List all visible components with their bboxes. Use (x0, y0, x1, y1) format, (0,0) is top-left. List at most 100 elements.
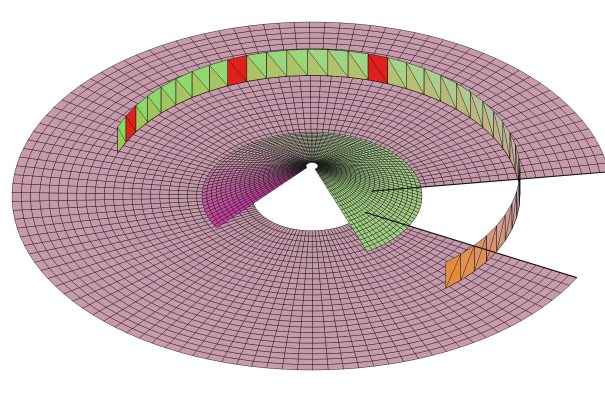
outer-grid-cell (133, 208, 145, 216)
outer-grid-cell (122, 198, 133, 206)
outer-grid-cell (319, 283, 330, 290)
outer-grid-cell (318, 267, 327, 274)
outer-grid-cell (312, 364, 329, 371)
outer-grid-cell (323, 37, 338, 45)
outer-grid-cell (312, 353, 328, 360)
outer-grid-cell (288, 113, 298, 120)
outer-grid-cell (298, 342, 313, 349)
outer-grid-cell (319, 86, 331, 93)
outer-grid-cell (320, 75, 332, 82)
outer-grid-cell (312, 310, 324, 317)
outer-grid-cell (288, 75, 301, 82)
outer-grid-cell (104, 199, 115, 207)
outer-grid-cell (115, 210, 127, 218)
outer-grid-cell (325, 342, 340, 349)
outer-grid-cell (278, 314, 292, 322)
outer-grid-cell (305, 267, 313, 274)
outer-grid-cell (131, 198, 143, 205)
outer-grid-cell (339, 22, 356, 30)
outer-grid-cell (316, 251, 324, 258)
outer-grid-cell (114, 175, 126, 183)
outer-grid-cell (293, 21, 310, 28)
outer-grid-cell (169, 202, 180, 208)
outer-grid-cell (94, 199, 106, 207)
outer-grid-cell (319, 91, 330, 98)
outer-grid-cell (329, 81, 342, 88)
outer-grid-cell (177, 197, 189, 203)
outer-grid-cell (297, 353, 313, 360)
outer-grid-cell (288, 326, 302, 333)
outer-grid-cell (293, 102, 304, 109)
outer-grid-cell (141, 188, 152, 195)
outer-grid-cell (312, 257, 319, 264)
outer-grid-cell (141, 193, 151, 200)
outer-grid-cell (309, 27, 325, 34)
outer-grid-cell (159, 198, 170, 204)
outer-grid-cell (310, 80, 321, 87)
outer-grid-cell (304, 273, 313, 280)
outer-grid-cell (342, 362, 360, 370)
outer-grid-cell (300, 85, 311, 93)
outer-grid-cell (159, 193, 170, 199)
outer-grid-cell (307, 241, 313, 248)
outer-grid-cell (293, 294, 304, 301)
outer-grid-cell (76, 192, 87, 201)
outer-grid-cell (299, 332, 313, 339)
outer-grid-cell (320, 288, 331, 296)
outer-grid-cell (159, 189, 170, 195)
outer-grid-cell (310, 91, 321, 98)
outer-grid-cell (277, 320, 291, 327)
outer-grid-cell (296, 278, 306, 285)
outer-grid-cell (295, 283, 305, 290)
outer-grid-cell (113, 199, 124, 206)
outer-grid-cell (21, 200, 32, 211)
outer-grid-cell (150, 189, 161, 195)
outer-grid-cell (284, 347, 300, 354)
outer-grid-cell (312, 262, 319, 269)
outer-grid-cell (316, 246, 323, 253)
outer-grid-cell (311, 246, 318, 253)
outer-grid-cell (318, 102, 328, 109)
outer-grid-cell (292, 96, 303, 104)
outer-grid-cell (76, 185, 87, 194)
outer-grid-cell (282, 43, 298, 50)
outer-grid-cell (30, 192, 41, 202)
outer-grid-cell (312, 337, 326, 344)
outer-grid-cell (300, 321, 313, 328)
outer-grid-cell (141, 203, 153, 210)
outer-grid-cell (299, 80, 311, 87)
inner-grid-cell (288, 132, 296, 136)
outer-grid-cell (150, 203, 162, 209)
outer-grid-cell (312, 316, 324, 323)
outer-grid-cell (49, 177, 61, 186)
outer-grid-cell (296, 43, 311, 50)
outer-grid-cell (104, 187, 115, 194)
outer-grid-cell (302, 305, 313, 312)
outer-grid-cell (67, 207, 79, 216)
outer-grid-cell (310, 102, 320, 108)
outer-grid-cell (327, 283, 338, 290)
outer-grid-cell (312, 289, 322, 296)
outer-grid-cell (307, 246, 313, 253)
outer-grid-cell (326, 277, 337, 285)
outer-grid-cell (281, 363, 299, 371)
outer-grid-cell (281, 38, 297, 45)
outer-grid-cell (317, 118, 325, 125)
outer-grid-cell (58, 177, 70, 187)
outer-grid-cell (142, 208, 154, 215)
outer-grid-cell (301, 96, 311, 103)
outer-grid-cell (95, 205, 107, 214)
outer-grid-cell (312, 358, 328, 365)
outer-grid-cell (311, 241, 317, 248)
outer-grid-cell (132, 182, 143, 190)
outer-grid-cell (251, 360, 269, 369)
outer-grid-cell (291, 123, 300, 131)
outer-grid-cell (312, 305, 323, 312)
outer-grid-cell (113, 187, 124, 195)
outer-grid-cell (283, 352, 299, 360)
outer-grid-cell (319, 278, 329, 285)
outer-grid-cell (30, 175, 43, 185)
outer-grid-cell (168, 194, 179, 199)
outer-grid-cell (57, 192, 68, 201)
outer-grid-cell (312, 267, 320, 274)
